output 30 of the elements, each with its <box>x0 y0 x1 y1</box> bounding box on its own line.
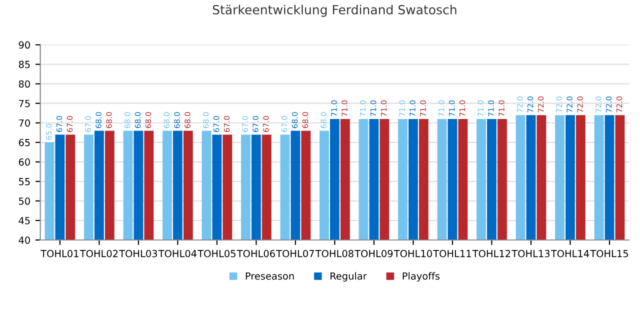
x-tick-label: TOHL02 <box>80 250 118 258</box>
y-tick-label: 50 <box>18 197 30 205</box>
y-tick-label: 90 <box>18 41 30 49</box>
x-tick-label: TOHL07 <box>276 250 314 258</box>
x-tick-label: TOHL12 <box>472 250 510 258</box>
x-tick-label: TOHL05 <box>198 250 236 258</box>
y-tick-label: 55 <box>18 178 30 186</box>
x-tick-label: TOHL01 <box>40 250 78 258</box>
y-tick-label: 65 <box>18 138 30 146</box>
y-tick-label: 70 <box>19 119 30 127</box>
x-tick-label: TOHL03 <box>119 250 158 258</box>
y-tick-label: 85 <box>18 60 30 68</box>
chart-title: Stärkeentwicklung Ferdinand Swatosch <box>212 4 456 17</box>
y-tick-label: 75 <box>19 100 30 108</box>
x-tick-label: TOHL04 <box>158 250 197 258</box>
x-tick-label: TOHL14 <box>550 250 590 258</box>
y-tick-label: 80 <box>18 80 30 88</box>
x-tick-label: TOHL06 <box>236 250 275 258</box>
legend-label: Regular <box>330 272 367 282</box>
x-tick-label: TOHL09 <box>354 250 393 258</box>
legend-label: Playoffs <box>402 272 440 282</box>
x-tick-label: TOHL13 <box>512 250 550 258</box>
x-tick-label: TOHL15 <box>590 250 628 258</box>
y-tick-label: 60 <box>18 158 30 166</box>
x-tick-label: TOHL08 <box>315 250 354 258</box>
legend-label: Preseason <box>246 272 294 280</box>
y-tick-label: 45 <box>18 217 30 224</box>
x-tick-label: TOHL11 <box>433 250 471 258</box>
y-tick-label: 40 <box>18 236 30 244</box>
x-tick-label: TOHL10 <box>394 250 432 258</box>
